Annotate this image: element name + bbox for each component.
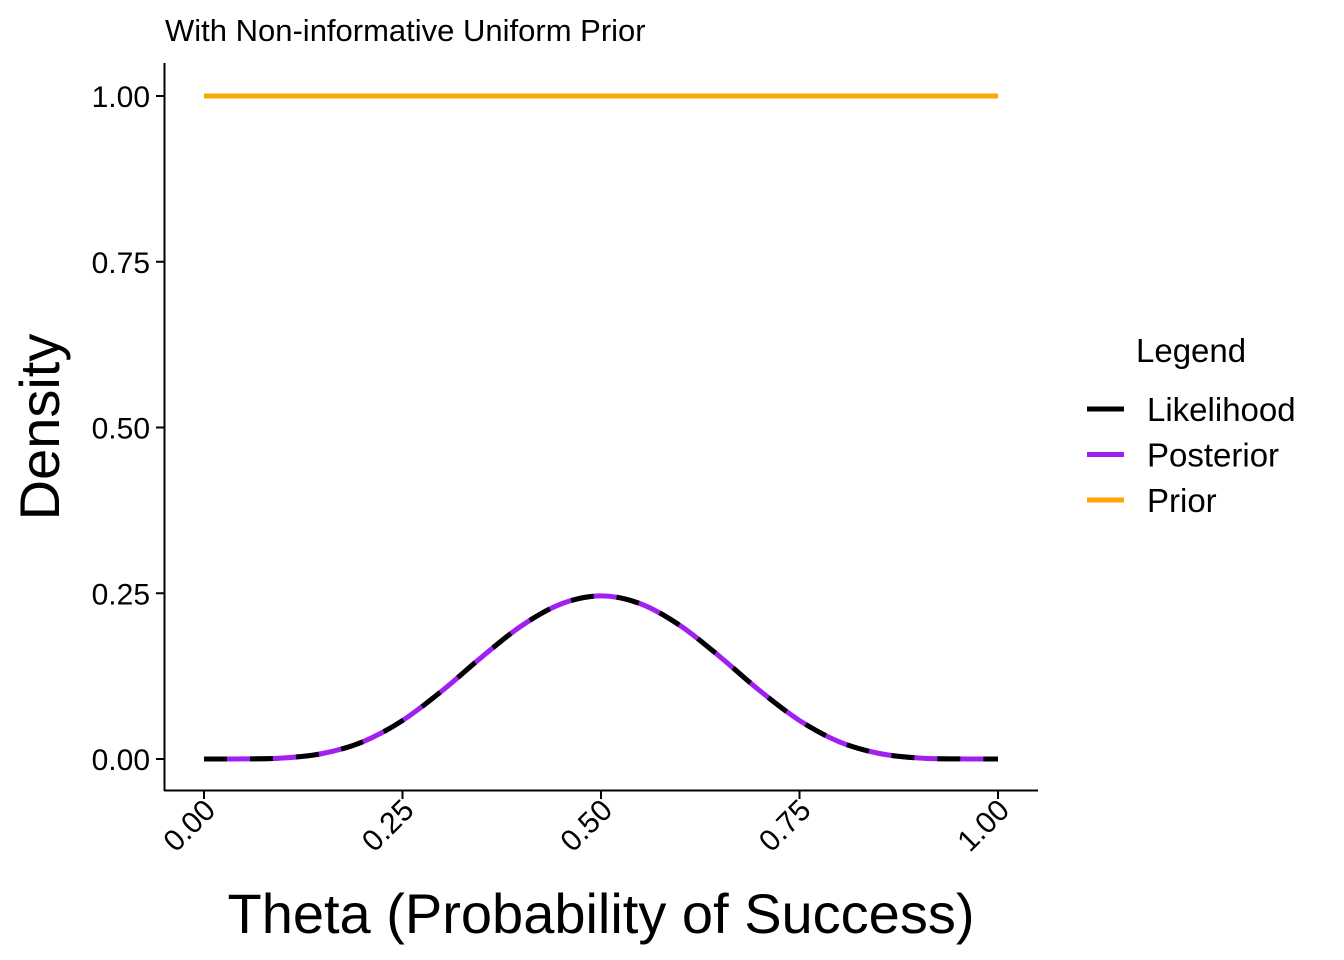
legend-label-likelihood: Likelihood (1147, 391, 1296, 428)
plot-area (203, 93, 999, 762)
x-axis-label: Theta (Probability of Success) (228, 882, 975, 945)
y-axis-ticks: 0.00 0.25 0.50 0.75 1.00 (92, 81, 164, 777)
legend-items: Likelihood Posterior Prior (1087, 391, 1296, 519)
series-line-likelihood (203, 593, 999, 762)
y-tick-label: 1.00 (92, 81, 150, 114)
chart-title: With Non-informative Uniform Prior (165, 13, 646, 48)
x-tick-label: 0.50 (554, 794, 619, 859)
y-tick-label: 0.50 (92, 413, 150, 446)
y-axis-label: Density (8, 334, 71, 521)
y-tick-label: 0.00 (92, 744, 150, 777)
legend-label-posterior: Posterior (1147, 437, 1279, 474)
y-tick-label: 0.25 (92, 578, 150, 611)
x-axis-ticks: 0.00 0.25 0.50 0.75 1.00 (157, 791, 1016, 858)
x-tick-label: 0.75 (753, 794, 818, 859)
x-tick-label: 1.00 (951, 794, 1016, 859)
y-tick-label: 0.75 (92, 247, 150, 280)
legend-title: Legend (1136, 332, 1246, 369)
x-tick-label: 0.25 (356, 794, 421, 859)
series-line-posterior (203, 593, 999, 762)
legend-label-prior: Prior (1147, 482, 1217, 519)
legend: Legend Likelihood Posterior Prior (1087, 332, 1296, 519)
x-tick-label: 0.00 (157, 794, 222, 859)
